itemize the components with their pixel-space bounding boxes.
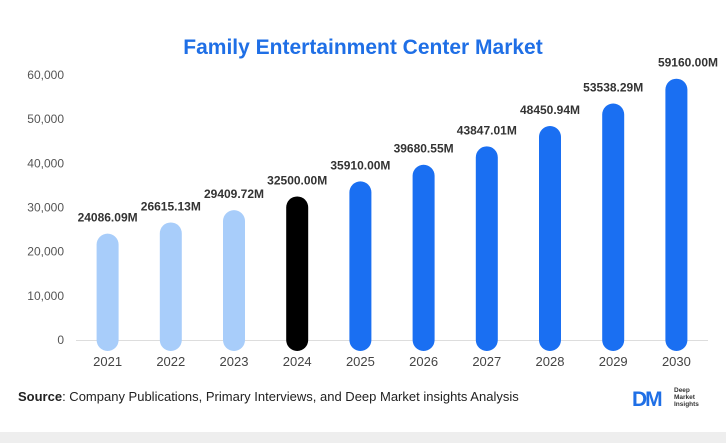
bar (539, 126, 561, 351)
data-label: 53538.29M (583, 81, 643, 95)
bar (475, 146, 498, 351)
x-tick-label: 2021 (93, 354, 122, 369)
y-tick-label: 20,000 (27, 245, 64, 259)
bars (96, 78, 688, 352)
data-label: 32500.00M (267, 173, 327, 187)
data-label: 29409.72M (204, 187, 264, 201)
brand-logo: DM Deep Market Insights (632, 385, 722, 413)
data-label: 43847.01M (457, 123, 517, 137)
y-tick-label: 50,000 (27, 112, 64, 126)
source-note: Source: Company Publications, Primary In… (18, 389, 519, 404)
bar (602, 103, 625, 352)
data-label: 24086.09M (78, 211, 138, 225)
logo-line-3: Insights (674, 401, 699, 408)
x-tick-label: 2023 (220, 354, 249, 369)
y-tick-label: 30,000 (27, 201, 64, 215)
bar (223, 210, 245, 351)
bar (349, 181, 372, 351)
y-tick-label: 10,000 (27, 289, 64, 303)
bar (665, 78, 688, 352)
y-tick-label: 0 (57, 333, 64, 347)
x-tick-label: 2029 (599, 354, 628, 369)
data-label: 59160.00M (658, 56, 718, 70)
y-tick-label: 60,000 (27, 68, 64, 82)
data-label: 39680.55M (394, 142, 454, 156)
chart-title: Family Entertainment Center Market (183, 36, 543, 59)
x-tick-label: 2024 (283, 354, 312, 369)
x-tick-label: 2030 (662, 354, 691, 369)
bar-chart: 0 10,000 20,000 30,000 40,000 50,000 60,000 24… (27, 56, 718, 369)
y-tick-label: 40,000 (27, 156, 64, 170)
bar (96, 233, 119, 351)
bar (286, 196, 309, 351)
data-label: 26615.13M (141, 199, 201, 213)
logo-mark: DM (632, 388, 663, 411)
data-label: 48450.94M (520, 103, 580, 117)
logo-line-1: Deep (674, 387, 690, 394)
source-label: Source (18, 389, 63, 404)
data-labels: 24086.09M26615.13M29409.72M32500.00M3591… (78, 56, 718, 225)
x-tick-label: 2022 (156, 354, 185, 369)
x-tick-label: 2026 (409, 354, 438, 369)
logo-wordmark: Deep Market Insights (674, 387, 699, 408)
x-axis: 2021 2022 2023 2024 2025 2026 2027 2028 2029 2030 (93, 354, 691, 369)
x-tick-label: 2027 (472, 354, 501, 369)
source-text: : Company Publications, Primary Intervie… (62, 389, 519, 404)
bottom-band (0, 432, 726, 443)
bar (412, 164, 435, 351)
x-tick-label: 2025 (346, 354, 375, 369)
x-tick-label: 2028 (536, 354, 565, 369)
data-label: 35910.00M (330, 158, 390, 172)
logo-line-2: Market (674, 394, 695, 401)
bar (159, 222, 182, 351)
